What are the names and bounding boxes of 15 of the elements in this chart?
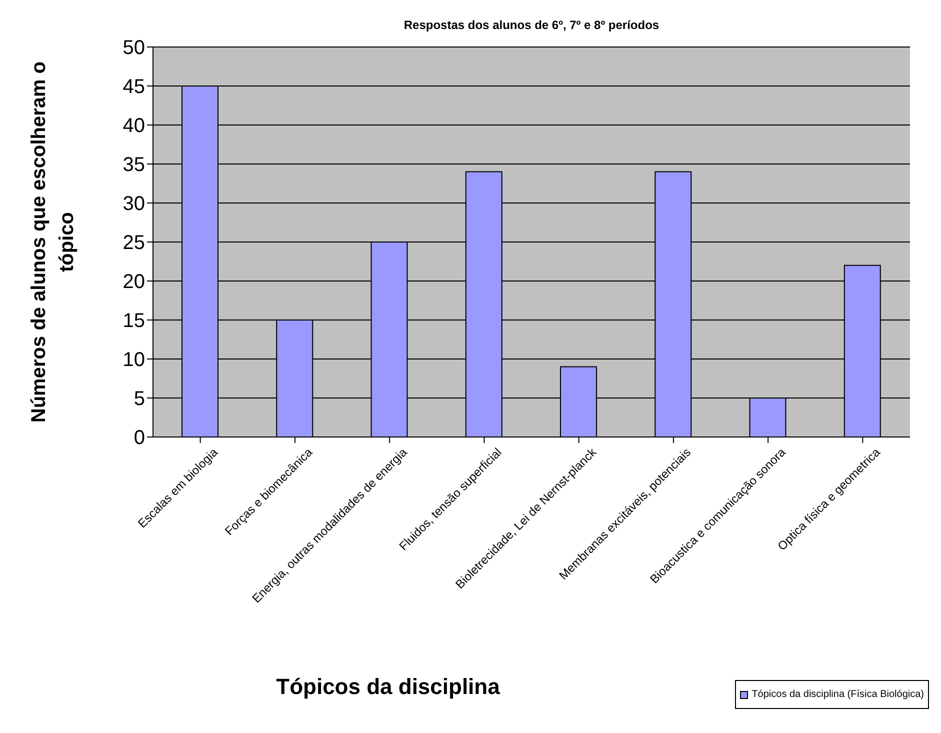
y-tick-label: 0 <box>134 427 145 450</box>
y-tick-label: 45 <box>122 76 145 98</box>
chart-title: Respostas dos alunos de 6º, 7º e 8º períodos <box>402 18 660 32</box>
y-tick-label: 40 <box>122 115 145 138</box>
y-tick-label: 20 <box>122 271 145 294</box>
y-tick-label: 30 <box>122 193 145 216</box>
y-tick-label: 25 <box>122 232 145 254</box>
y-axis-title: Números de alunos que escolheram o tópico <box>27 60 79 425</box>
x-axis-title: Tópicos da disciplina <box>275 674 501 700</box>
y-tick-label: 50 <box>122 37 145 60</box>
y-tick-label: 15 <box>122 310 145 332</box>
legend-label: Tópicos da disciplina (Física Biológica) <box>752 689 924 700</box>
y-tick-label: 10 <box>122 349 145 372</box>
y-tick-label: 35 <box>122 154 145 176</box>
y-tick-label: 5 <box>134 388 145 410</box>
